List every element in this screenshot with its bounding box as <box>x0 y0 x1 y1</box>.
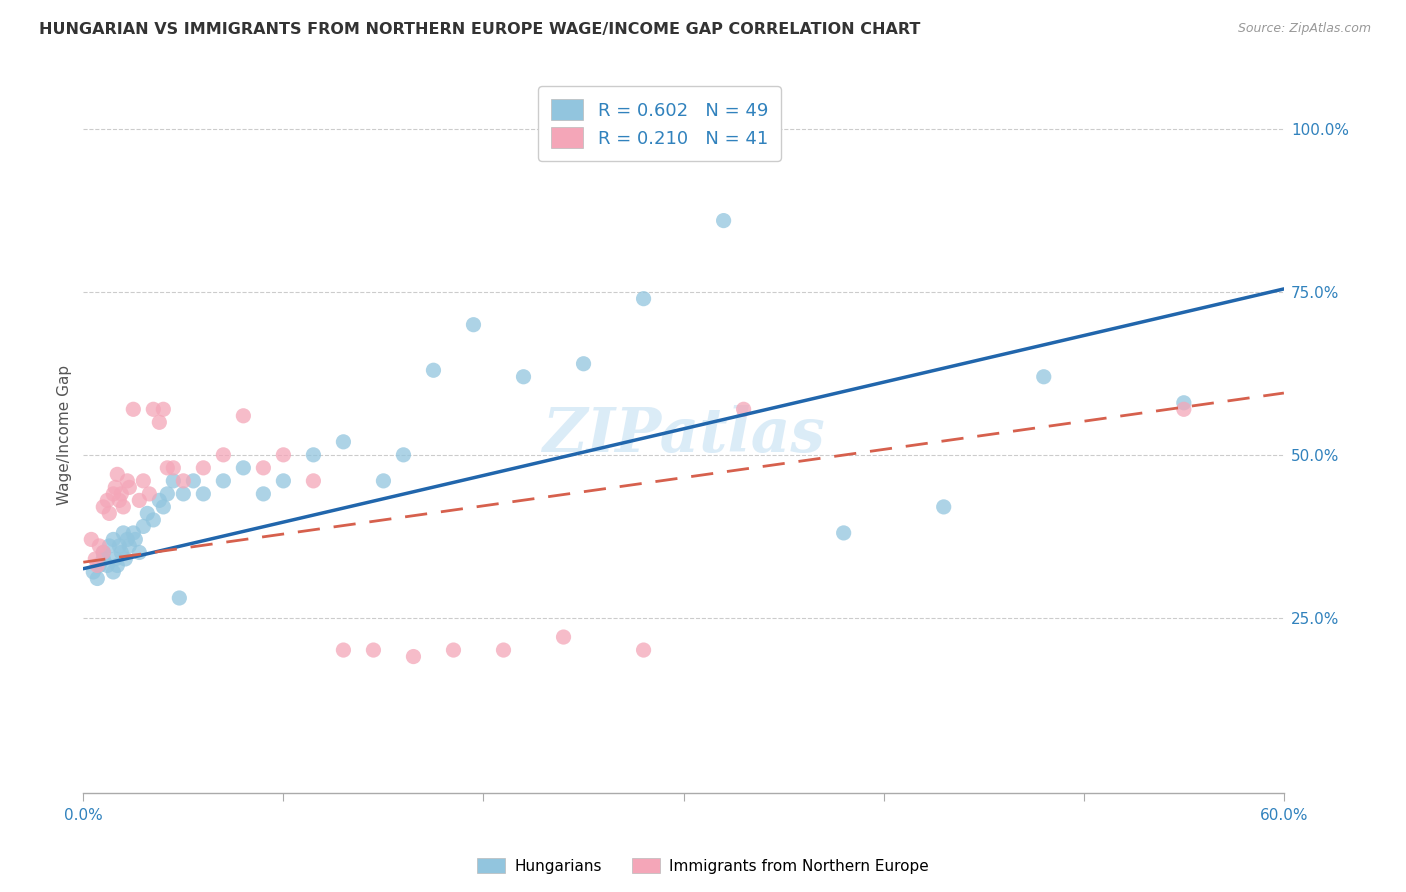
Point <box>162 474 184 488</box>
Point <box>148 415 170 429</box>
Point <box>392 448 415 462</box>
Point <box>169 591 191 605</box>
Point <box>110 487 132 501</box>
Point <box>402 649 425 664</box>
Point <box>252 461 274 475</box>
Point <box>114 552 136 566</box>
Point <box>105 558 128 573</box>
Point <box>128 493 150 508</box>
Point <box>132 519 155 533</box>
Point <box>212 474 235 488</box>
Point <box>302 474 325 488</box>
Point <box>492 643 515 657</box>
Point <box>98 507 121 521</box>
Point <box>733 402 755 417</box>
Point <box>156 461 179 475</box>
Point <box>193 461 215 475</box>
Text: Source: ZipAtlas.com: Source: ZipAtlas.com <box>1237 22 1371 36</box>
Point <box>1173 396 1195 410</box>
Point <box>273 448 295 462</box>
Point <box>832 525 855 540</box>
Point <box>512 369 534 384</box>
Point <box>193 487 215 501</box>
Point <box>82 565 104 579</box>
Point <box>422 363 444 377</box>
Point <box>183 474 205 488</box>
Point <box>104 480 127 494</box>
Point <box>105 467 128 482</box>
Point <box>463 318 485 332</box>
Point <box>152 500 174 514</box>
Point <box>572 357 595 371</box>
Point <box>212 448 235 462</box>
Legend: R = 0.602   N = 49, R = 0.210   N = 41: R = 0.602 N = 49, R = 0.210 N = 41 <box>538 87 780 161</box>
Point <box>118 539 141 553</box>
Point <box>1032 369 1054 384</box>
Text: HUNGARIAN VS IMMIGRANTS FROM NORTHERN EUROPE WAGE/INCOME GAP CORRELATION CHART: HUNGARIAN VS IMMIGRANTS FROM NORTHERN EU… <box>39 22 921 37</box>
Point <box>80 533 103 547</box>
Point <box>232 409 254 423</box>
Point <box>633 643 655 657</box>
Point <box>713 213 735 227</box>
Point <box>162 461 184 475</box>
Point <box>103 565 125 579</box>
Point <box>91 552 114 566</box>
Point <box>86 558 108 573</box>
Point <box>553 630 575 644</box>
Point <box>148 493 170 508</box>
Point <box>91 545 114 559</box>
Point <box>932 500 955 514</box>
Point <box>103 533 125 547</box>
Point <box>142 513 165 527</box>
Point <box>443 643 465 657</box>
Point <box>138 487 160 501</box>
Point <box>152 402 174 417</box>
Point <box>172 487 194 501</box>
Text: ZIPatlas: ZIPatlas <box>543 405 825 466</box>
Point <box>132 474 155 488</box>
Point <box>91 500 114 514</box>
Point <box>108 493 131 508</box>
Point <box>142 402 165 417</box>
Point <box>117 474 139 488</box>
Point <box>98 539 121 553</box>
Point <box>633 292 655 306</box>
Point <box>232 461 254 475</box>
Y-axis label: Wage/Income Gap: Wage/Income Gap <box>58 365 72 506</box>
Point <box>136 507 159 521</box>
Point <box>112 500 135 514</box>
Point <box>84 552 107 566</box>
Point <box>156 487 179 501</box>
Point <box>103 487 125 501</box>
Point <box>122 525 145 540</box>
Point <box>373 474 395 488</box>
Point <box>110 545 132 559</box>
Point <box>363 643 385 657</box>
Point <box>118 480 141 494</box>
Point <box>86 572 108 586</box>
Point <box>124 533 146 547</box>
Point <box>1173 402 1195 417</box>
Point <box>89 539 111 553</box>
Point <box>112 525 135 540</box>
Point <box>332 434 354 449</box>
Point <box>108 539 131 553</box>
Point <box>96 558 118 573</box>
Legend: Hungarians, Immigrants from Northern Europe: Hungarians, Immigrants from Northern Eur… <box>471 852 935 880</box>
Point <box>104 552 127 566</box>
Point <box>332 643 354 657</box>
Point <box>302 448 325 462</box>
Point <box>273 474 295 488</box>
Point <box>96 493 118 508</box>
Point <box>128 545 150 559</box>
Point <box>252 487 274 501</box>
Point <box>172 474 194 488</box>
Point <box>89 558 111 573</box>
Point <box>91 545 114 559</box>
Point <box>117 533 139 547</box>
Point <box>122 402 145 417</box>
